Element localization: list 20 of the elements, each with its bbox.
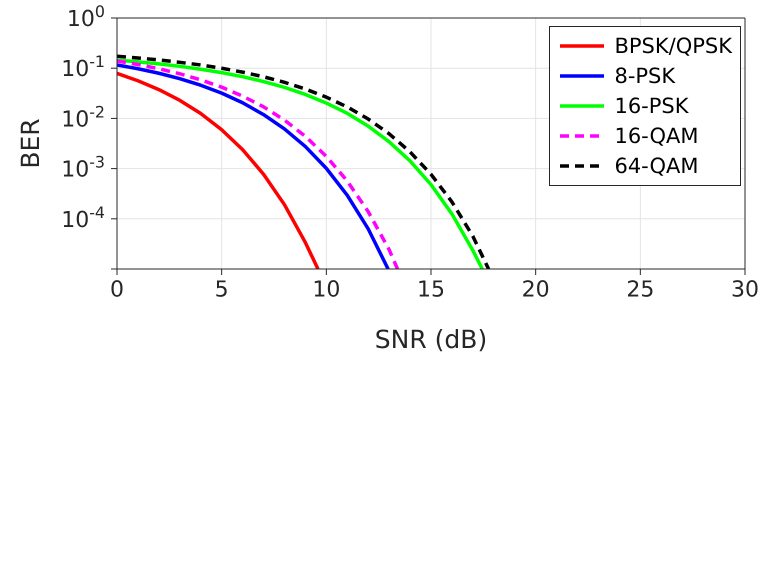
x-tick-label: 20 xyxy=(522,278,550,303)
y-tick-label: 10$^{-2}$ xyxy=(61,102,105,132)
y-axis-title: BER xyxy=(16,118,45,169)
legend-label: 8-PSK xyxy=(614,64,676,88)
legend-label: BPSK/QPSK xyxy=(614,34,732,58)
line-series xyxy=(117,72,320,269)
legend-label: 64-QAM xyxy=(614,154,699,178)
x-tick-label: 15 xyxy=(417,278,445,303)
x-axis-title: SNR (dB) xyxy=(374,325,488,354)
y-tick-label: 10$^{0}$ xyxy=(66,2,105,32)
x-tick-label: 5 xyxy=(214,278,229,303)
x-tick-label: 10 xyxy=(312,278,340,303)
y-tick-label: 10$^{-1}$ xyxy=(61,52,105,82)
x-tick-label: 30 xyxy=(731,278,759,303)
legend-label: 16-PSK xyxy=(614,94,689,118)
y-tick-label: 10$^{-3}$ xyxy=(61,152,105,183)
legend-label: 16-QAM xyxy=(614,124,699,148)
x-tick-label: 0 xyxy=(110,278,124,303)
y-tick-label: 10$^{-4}$ xyxy=(61,202,105,233)
x-tick-label: 25 xyxy=(626,278,654,303)
